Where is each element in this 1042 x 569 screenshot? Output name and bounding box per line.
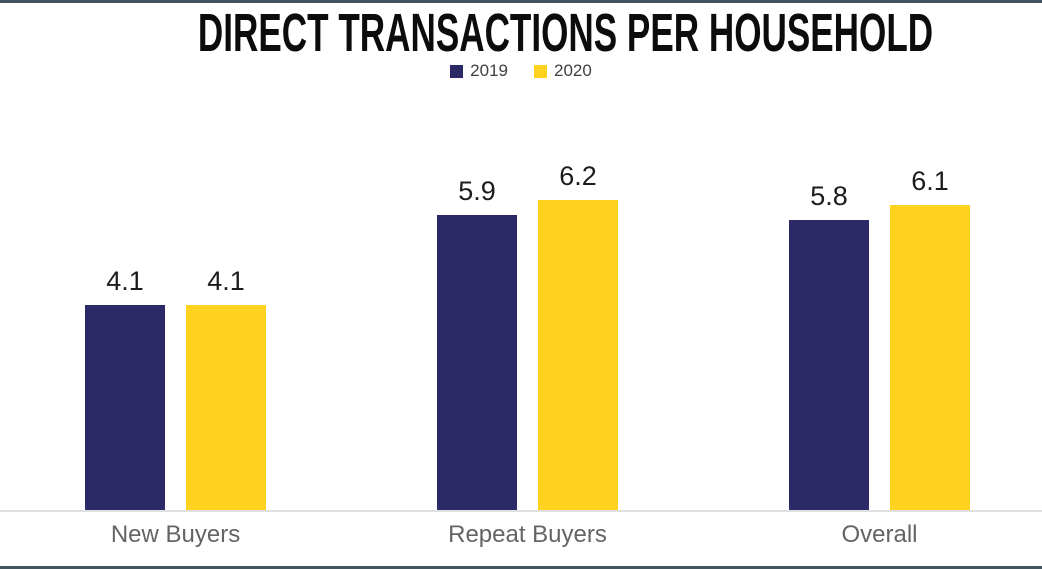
bar-value-label: 6.1 xyxy=(911,166,949,196)
legend-item-2019: 2019 xyxy=(450,61,508,81)
bar-2020-repeat-buyers xyxy=(538,200,618,511)
legend-item-2020: 2020 xyxy=(534,61,592,81)
chart-title: DIRECT TRANSACTIONS PER HOUSEHOLD xyxy=(197,3,934,63)
category-label-overall: Overall xyxy=(841,521,918,548)
bar-2020-overall xyxy=(890,205,970,511)
bar-2020-new-buyers xyxy=(186,305,266,511)
category-axis-labels: New Buyers Repeat Buyers Overall xyxy=(0,521,1042,555)
plot-area: 4.1 4.1 5.9 6.2 5.8 6.1 xyxy=(85,161,970,511)
bar-value-label: 6.2 xyxy=(559,161,597,191)
bar-value-label: 5.8 xyxy=(810,181,848,211)
x-axis-line xyxy=(0,510,1042,512)
bar-2019-new-buyers xyxy=(85,305,165,511)
chart-legend: 2019 2020 xyxy=(0,61,1042,81)
legend-label: 2020 xyxy=(554,61,592,80)
bar-value-label: 5.9 xyxy=(458,176,496,206)
category-label-new-buyers: New Buyers xyxy=(110,521,241,548)
top-accent-border xyxy=(0,0,1042,3)
legend-swatch-icon xyxy=(534,64,547,78)
bar-value-label: 4.1 xyxy=(207,266,245,296)
title-container: DIRECT TRANSACTIONS PER HOUSEHOLD xyxy=(0,6,1042,60)
bar-2019-overall xyxy=(789,220,869,511)
bottom-accent-border xyxy=(0,566,1042,569)
bar-value-label: 4.1 xyxy=(106,266,144,296)
bar-2019-repeat-buyers xyxy=(437,215,517,511)
legend-label: 2019 xyxy=(470,61,508,80)
category-label-repeat-buyers: Repeat Buyers xyxy=(448,521,607,548)
legend-swatch-icon xyxy=(450,64,464,78)
